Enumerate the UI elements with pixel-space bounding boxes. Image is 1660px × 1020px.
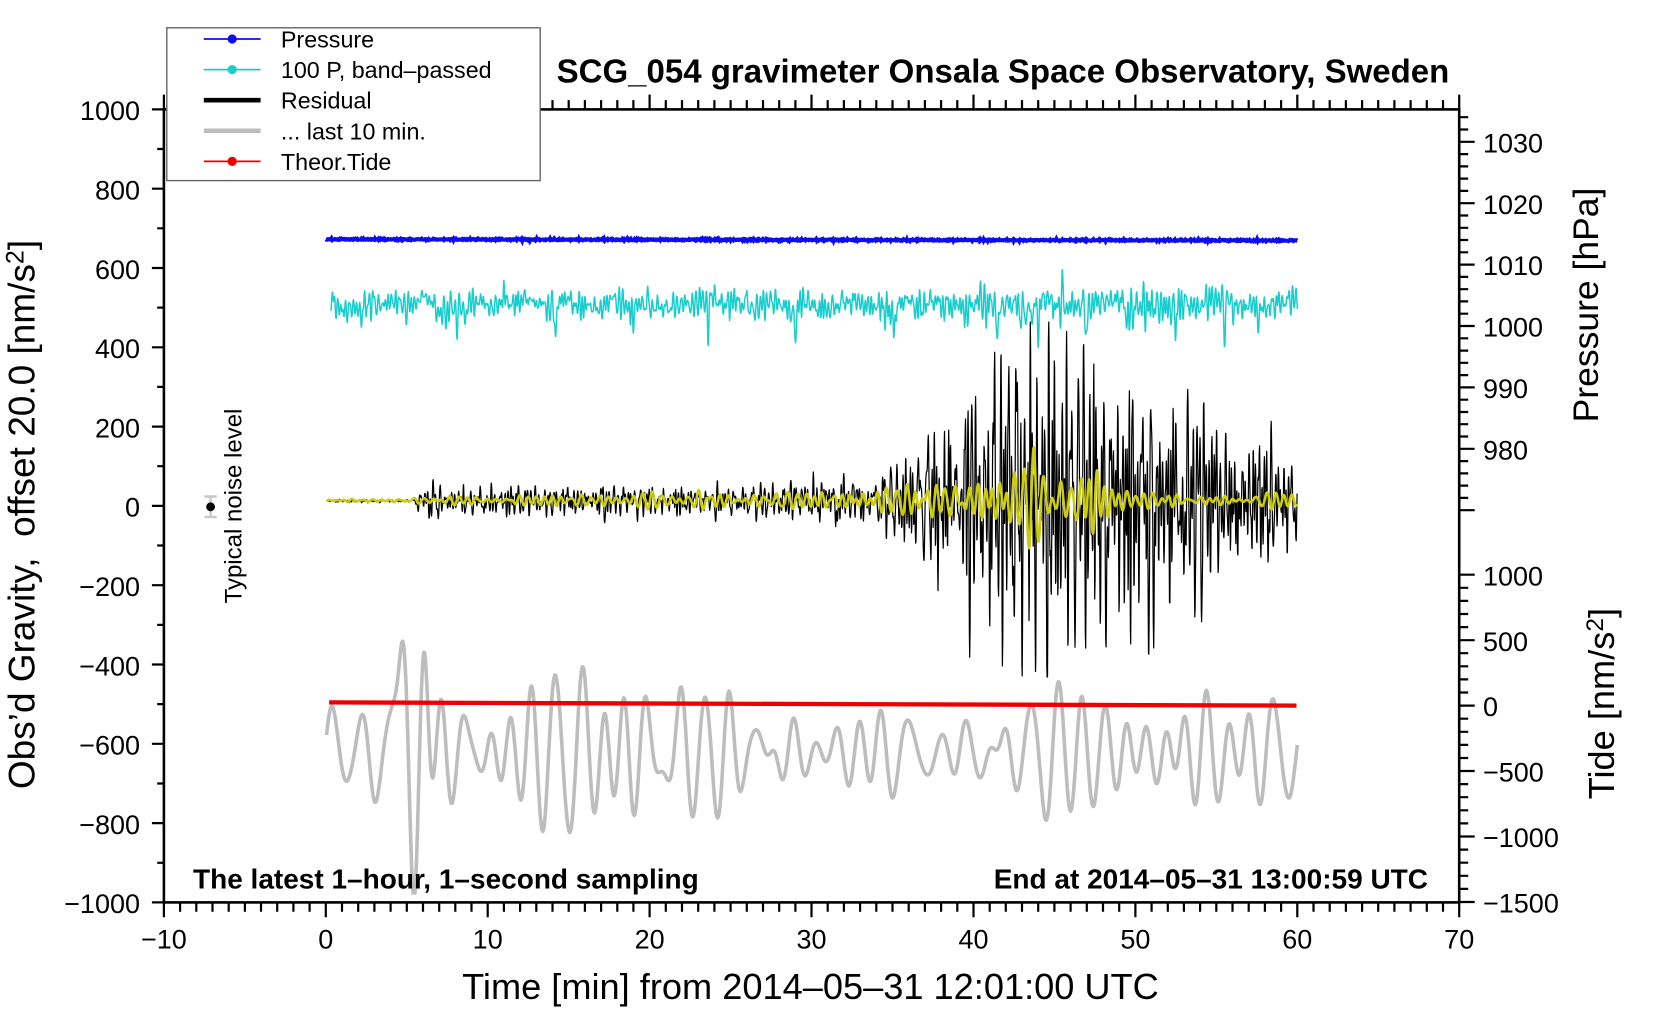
svg-text:20: 20	[635, 925, 665, 955]
svg-text:Obs’d Gravity, offset 20.0 [n: Obs’d Gravity, offset 20.0 [nm/s2]	[2, 240, 43, 789]
svg-text:1000: 1000	[1483, 561, 1543, 591]
svg-text:400: 400	[95, 334, 140, 364]
svg-text:−200: −200	[79, 572, 140, 602]
svg-text:Typical noise level: Typical noise level	[221, 409, 248, 604]
svg-text:End at 2014–05–31 13:00:59 UTC: End at 2014–05–31 13:00:59 UTC	[994, 863, 1428, 894]
svg-text:0: 0	[318, 925, 333, 955]
svg-text:100 P, band–passed: 100 P, band–passed	[281, 57, 492, 83]
svg-text:50: 50	[1120, 925, 1150, 955]
svg-text:70: 70	[1444, 925, 1474, 955]
svg-text:Pressure: Pressure	[281, 27, 374, 53]
svg-text:−600: −600	[79, 731, 140, 761]
svg-text:990: 990	[1483, 374, 1528, 404]
svg-text:500: 500	[1483, 627, 1528, 657]
svg-text:−1500: −1500	[1483, 889, 1559, 919]
svg-text:Theor.Tide: Theor.Tide	[281, 149, 392, 175]
svg-text:0: 0	[1483, 692, 1498, 722]
svg-text:40: 40	[958, 925, 988, 955]
svg-text:Tide [nm/s2]: Tide [nm/s2]	[1581, 608, 1622, 799]
svg-text:... last 10 min.: ... last 10 min.	[281, 118, 426, 144]
svg-text:1030: 1030	[1483, 128, 1543, 158]
svg-text:10: 10	[473, 925, 503, 955]
svg-text:The latest 1–hour, 1–second sa: The latest 1–hour, 1–second sampling	[193, 863, 699, 894]
svg-text:30: 30	[796, 925, 826, 955]
svg-text:1010: 1010	[1483, 251, 1543, 281]
svg-text:−1000: −1000	[64, 889, 140, 919]
svg-text:SCG_054 gravimeter Onsala Spac: SCG_054 gravimeter Onsala Space Observat…	[557, 53, 1450, 90]
svg-text:−400: −400	[79, 651, 140, 681]
svg-text:0: 0	[125, 493, 140, 523]
svg-text:1000: 1000	[1483, 313, 1543, 343]
svg-text:980: 980	[1483, 435, 1528, 465]
svg-text:Pressure [hPa]: Pressure [hPa]	[1566, 188, 1606, 423]
svg-text:−10: −10	[141, 925, 187, 955]
svg-text:200: 200	[95, 413, 140, 443]
svg-text:1000: 1000	[80, 96, 140, 126]
svg-text:Residual: Residual	[281, 88, 372, 114]
svg-text:−1000: −1000	[1483, 823, 1559, 853]
svg-text:Time [min] from 2014–05–31 12:: Time [min] from 2014–05–31 12:01:00 UTC	[462, 966, 1159, 1007]
svg-text:60: 60	[1282, 925, 1312, 955]
svg-text:1020: 1020	[1483, 190, 1543, 220]
svg-text:−800: −800	[79, 810, 140, 840]
svg-text:800: 800	[95, 176, 140, 206]
svg-text:600: 600	[95, 255, 140, 285]
svg-text:−500: −500	[1483, 758, 1544, 788]
